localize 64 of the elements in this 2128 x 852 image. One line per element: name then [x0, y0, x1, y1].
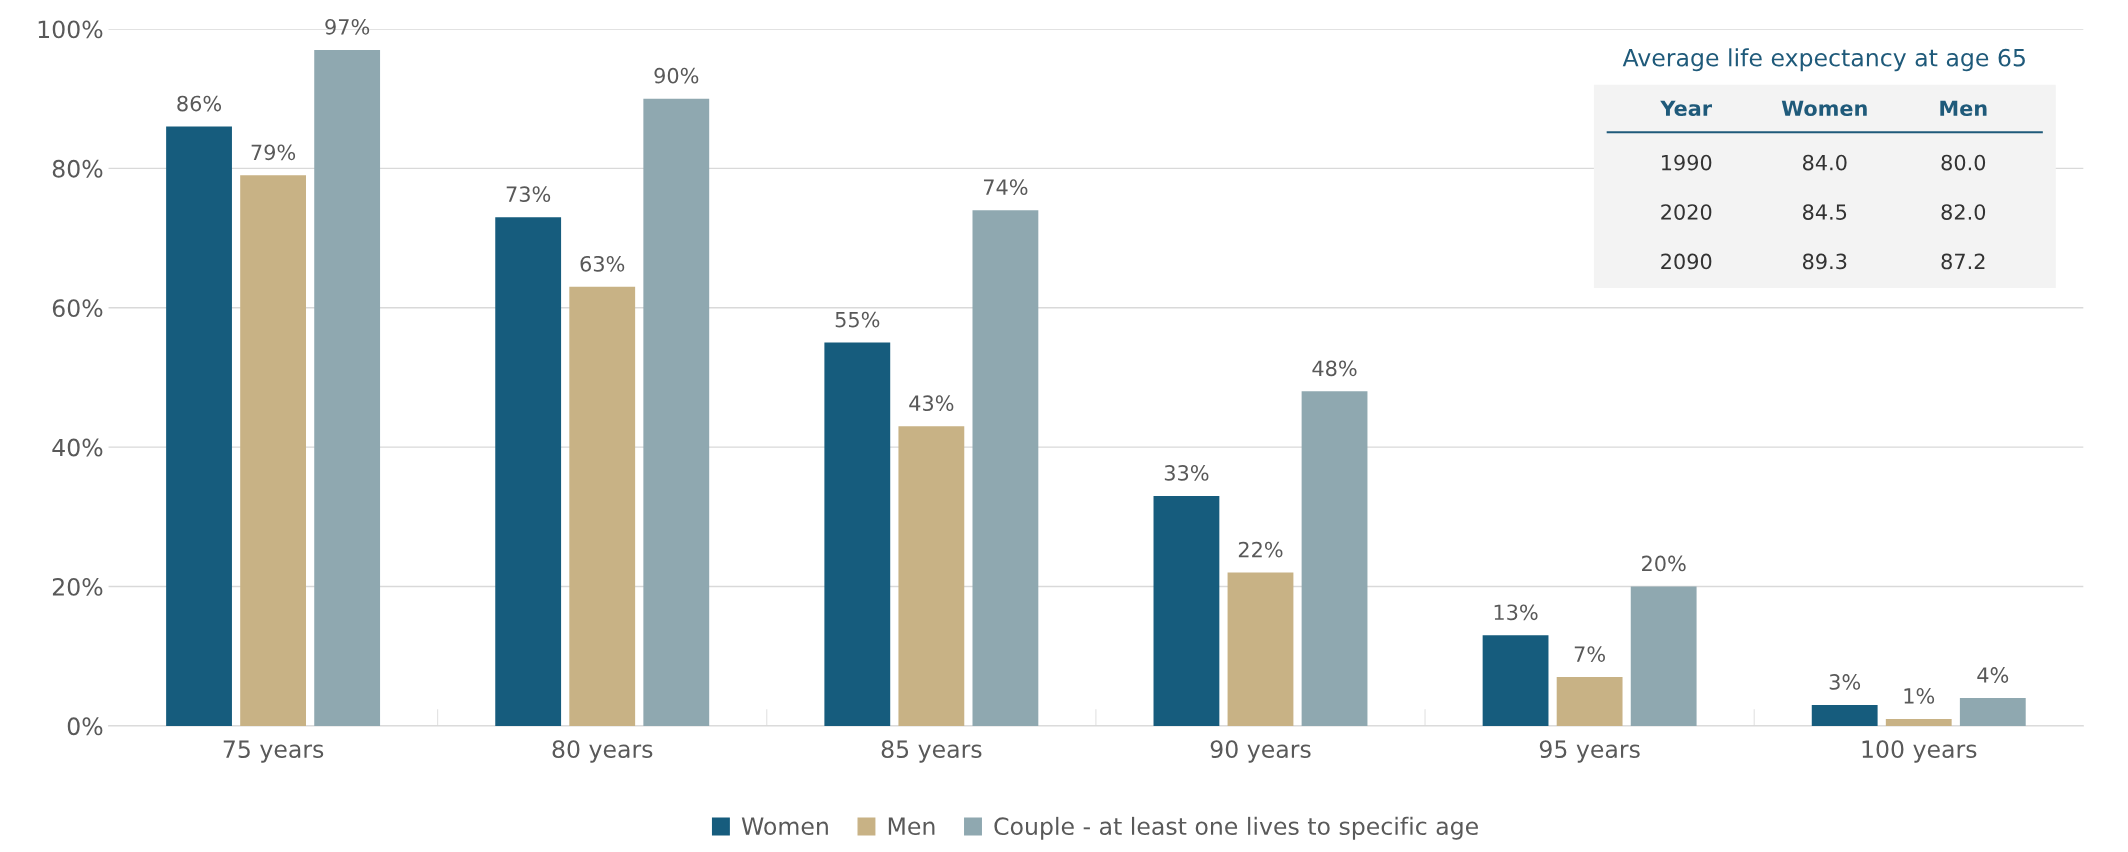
- data-label: 82.0: [1941, 204, 1986, 220]
- data-label: 22%: [1238, 541, 1283, 558]
- category-label: 2090: [1661, 253, 1712, 270]
- x-tick-label: 95 years: [1539, 740, 1640, 763]
- data-label: 7%: [1574, 646, 1605, 662]
- data-label: 33%: [1164, 465, 1209, 481]
- series-label: Women: [1781, 100, 1867, 117]
- bar: [569, 286, 636, 726]
- category-label: 2020: [1661, 204, 1712, 220]
- data-label: 63%: [580, 255, 625, 272]
- bar: [1301, 391, 1368, 726]
- data-label: 84.5: [1802, 204, 1847, 220]
- data-label: 13%: [1494, 604, 1538, 621]
- data-label: 90%: [654, 67, 699, 84]
- y-tick-label: 20%: [52, 577, 103, 596]
- y-tick-label: 100%: [38, 20, 103, 39]
- data-label: 1%: [1904, 688, 1935, 704]
- data-label: 73%: [506, 186, 551, 202]
- bar: [972, 210, 1039, 726]
- data-label: 3%: [1829, 674, 1861, 690]
- data-label: 20%: [1642, 555, 1686, 572]
- data-label: 89.3: [1802, 253, 1847, 270]
- data-label: 86%: [177, 95, 222, 112]
- data-label: 79%: [251, 144, 296, 161]
- data-label: 4%: [1977, 667, 2009, 683]
- bar: [643, 98, 710, 726]
- bar: [240, 175, 307, 726]
- bar: [495, 217, 562, 726]
- bar: [898, 426, 965, 726]
- y-tick-label: 0%: [67, 717, 103, 736]
- x-tick-label: 85 years: [881, 740, 982, 763]
- bar: [1153, 495, 1220, 726]
- data-label: 74%: [983, 179, 1028, 196]
- x-tick-label: 75 years: [223, 740, 324, 763]
- bar: [1556, 677, 1623, 726]
- data-label: 87.2: [1941, 253, 1985, 270]
- data-label: 84.0: [1802, 154, 1847, 171]
- bar: [1885, 718, 1952, 726]
- bar: [314, 49, 381, 726]
- bar: [824, 342, 891, 726]
- data-label: 80.0: [1941, 154, 1986, 171]
- legend-label: Women: [741, 817, 828, 836]
- x-tick-label: 80 years: [552, 740, 653, 763]
- x-tick-label: 90 years: [1210, 740, 1311, 763]
- y-tick-label: 80%: [52, 159, 103, 178]
- text: Year: [1660, 100, 1712, 117]
- legend-label: Couple - at least one lives to specific age: [994, 816, 1478, 840]
- text: Men: [1940, 100, 1987, 117]
- bar: [1959, 698, 2026, 726]
- data-label: 55%: [835, 311, 880, 328]
- data-label: 97%: [325, 18, 370, 35]
- bar: [166, 126, 232, 726]
- data-label: 43%: [909, 395, 954, 412]
- bar: [1811, 705, 1878, 726]
- bar: [1482, 635, 1549, 726]
- text: Average life expectancy at age 65: [1622, 48, 2025, 72]
- bar: [1227, 572, 1294, 726]
- legend-label: Men: [888, 817, 935, 836]
- bar: [1630, 586, 1697, 726]
- category-label: 1990: [1662, 154, 1712, 171]
- y-tick-label: 40%: [52, 438, 103, 457]
- x-tick-label: 100 years: [1862, 740, 1977, 763]
- data-label: 48%: [1312, 360, 1357, 377]
- y-tick-label: 60%: [52, 299, 103, 318]
